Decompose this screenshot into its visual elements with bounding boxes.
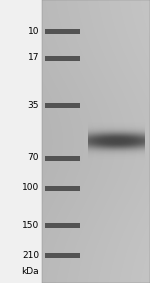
- Text: kDa: kDa: [21, 267, 39, 275]
- Text: 70: 70: [27, 153, 39, 162]
- Text: 10: 10: [27, 27, 39, 35]
- Bar: [0, 0, 42, 283]
- Bar: [45, 29, 80, 33]
- Text: 17: 17: [27, 53, 39, 63]
- Bar: [42, 0, 150, 283]
- Text: 210: 210: [22, 250, 39, 260]
- Text: 150: 150: [22, 220, 39, 230]
- Bar: [45, 55, 80, 61]
- Bar: [45, 252, 80, 258]
- Text: 100: 100: [22, 183, 39, 192]
- Bar: [45, 185, 80, 190]
- Bar: [45, 102, 80, 108]
- Bar: [45, 222, 80, 228]
- Text: 35: 35: [27, 100, 39, 110]
- Bar: [45, 155, 80, 160]
